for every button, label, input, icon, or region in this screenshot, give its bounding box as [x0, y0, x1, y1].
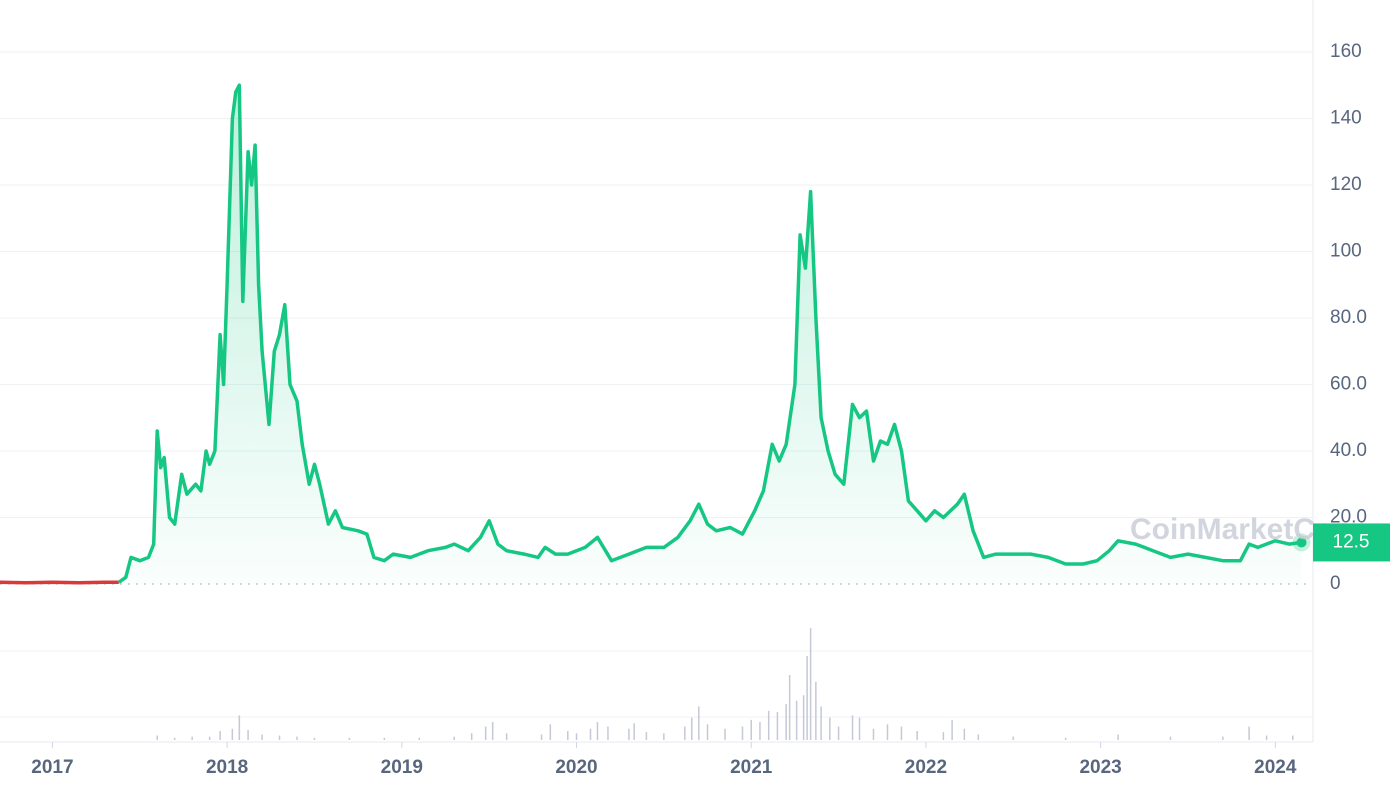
volume-bar: [820, 706, 822, 740]
volume-bar: [916, 731, 918, 740]
volume-bar: [383, 737, 386, 740]
volume-bar: [1248, 726, 1250, 740]
volume-bar: [750, 719, 752, 740]
x-tick-label: 2021: [730, 757, 773, 778]
volume-bar: [691, 717, 693, 740]
volume-bar: [809, 628, 812, 740]
volume-bar: [505, 733, 508, 740]
volume-bar: [963, 728, 966, 740]
volume-bar: [607, 726, 609, 740]
y-tick-label: 160: [1330, 41, 1362, 62]
volume-bar: [872, 728, 875, 740]
x-tick-label: 2024: [1254, 757, 1297, 778]
volume-bar: [575, 733, 578, 740]
volume-bar: [491, 722, 494, 740]
y-tick-label: 120: [1330, 174, 1362, 195]
volume-pane: [156, 628, 1294, 740]
y-tick-label: 140: [1330, 107, 1362, 128]
price-badge-label: 12.5: [1333, 531, 1370, 552]
volume-bar: [886, 724, 889, 740]
volume-bar: [851, 715, 854, 740]
y-tick-label: 0: [1330, 573, 1341, 594]
volume-bar: [261, 734, 263, 740]
y-tick-label: 100: [1330, 241, 1362, 262]
x-tick-label: 2020: [555, 757, 597, 778]
volume-bar: [767, 710, 770, 740]
price-pane: [0, 51, 1312, 585]
x-tick-label: 2018: [206, 757, 248, 778]
volume-bar: [776, 712, 779, 740]
volume-bar: [567, 731, 569, 740]
area: [118, 85, 1302, 584]
volume-bar: [977, 734, 980, 740]
volume-bar: [313, 737, 316, 740]
volume-bar: [549, 724, 552, 740]
x-tick-label: 2017: [31, 757, 73, 778]
volume-bar: [628, 728, 630, 740]
y-tick-label: 60.0: [1330, 374, 1367, 395]
volume-bar: [1169, 736, 1172, 740]
volume-bar: [724, 728, 726, 740]
x-tick-label: 2022: [905, 757, 947, 778]
volume-bar: [191, 736, 193, 740]
volume-bar: [540, 734, 543, 740]
y-tick-label: 40.0: [1330, 440, 1367, 461]
volume-bar: [1117, 734, 1119, 740]
price-line: [117, 83, 1302, 584]
volume-bar: [788, 675, 791, 740]
volume-bar: [698, 706, 700, 740]
volume-bar: [470, 733, 473, 740]
volume-bar: [348, 737, 351, 740]
volume-bar: [942, 732, 945, 740]
volume-bar: [173, 737, 176, 740]
volume-bar: [806, 656, 808, 740]
volume-bar: [802, 695, 805, 740]
volume-bar: [837, 726, 840, 740]
volume-bar: [645, 732, 648, 740]
volume-bar: [1064, 737, 1067, 740]
volume-bar: [795, 700, 798, 740]
volume-bar: [633, 723, 635, 740]
x-tick-label: 2023: [1079, 757, 1121, 778]
volume-bar: [208, 736, 211, 740]
volume-bar: [219, 731, 221, 740]
volume-bar: [951, 719, 953, 740]
x-tick-label: 2019: [381, 757, 423, 778]
last-point: [1296, 537, 1307, 548]
volume-bar: [1292, 735, 1294, 740]
volume-bar: [247, 729, 249, 740]
volume-bar: [829, 717, 831, 740]
volume-bar: [1222, 736, 1224, 740]
volume-bar: [684, 726, 686, 740]
volume-bar: [900, 726, 903, 740]
price-badge: [1313, 523, 1390, 562]
volume-bar: [1012, 736, 1015, 740]
volume-bar: [1265, 735, 1268, 740]
volume-bar: [156, 735, 158, 740]
volume-bar: [238, 715, 241, 740]
volume-bar: [663, 733, 665, 740]
y-tick-label: 80.0: [1330, 307, 1367, 328]
volume-bar: [418, 737, 421, 740]
volume-bar: [278, 735, 281, 740]
volume-bar: [815, 681, 817, 740]
volume-bar: [231, 728, 234, 740]
volume-bar: [741, 726, 744, 740]
volume-bar: [484, 726, 487, 740]
y-tick-label: 20.0: [1330, 507, 1367, 528]
volume-bar: [759, 722, 761, 740]
volume-bar: [706, 724, 709, 740]
volume-bar: [785, 704, 787, 740]
volume-bar: [858, 717, 861, 740]
volume-bar: [596, 722, 599, 740]
volume-bar: [296, 736, 298, 740]
volume-bar: [453, 736, 455, 740]
volume-bar: [589, 728, 592, 740]
